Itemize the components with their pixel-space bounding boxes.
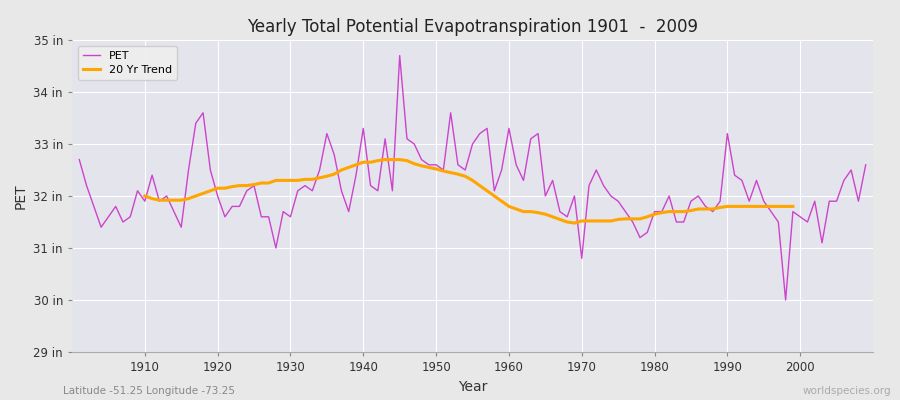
PET — [292, 188, 303, 193]
PET — [132, 188, 143, 193]
Text: Latitude -51.25 Longitude -73.25: Latitude -51.25 Longitude -73.25 — [63, 386, 235, 396]
20 Yr Trend — [336, 168, 346, 172]
20 Yr Trend — [140, 194, 150, 198]
20 Yr Trend — [707, 206, 718, 211]
Legend: PET, 20 Yr Trend: PET, 20 Yr Trend — [77, 46, 177, 80]
20 Yr Trend — [569, 221, 580, 226]
PET — [598, 183, 609, 188]
Line: PET: PET — [79, 56, 866, 300]
Text: worldspecies.org: worldspecies.org — [803, 386, 891, 396]
20 Yr Trend — [693, 206, 704, 211]
PET — [780, 298, 791, 302]
PET — [336, 188, 346, 193]
PET — [503, 126, 514, 131]
PET — [394, 53, 405, 58]
PET — [860, 162, 871, 167]
PET — [511, 162, 522, 167]
PET — [74, 157, 85, 162]
X-axis label: Year: Year — [458, 380, 487, 394]
Y-axis label: PET: PET — [14, 183, 28, 209]
Line: 20 Yr Trend: 20 Yr Trend — [145, 160, 793, 223]
20 Yr Trend — [227, 184, 238, 189]
20 Yr Trend — [788, 204, 798, 209]
20 Yr Trend — [380, 157, 391, 162]
20 Yr Trend — [606, 218, 616, 223]
20 Yr Trend — [773, 204, 784, 209]
Title: Yearly Total Potential Evapotranspiration 1901  -  2009: Yearly Total Potential Evapotranspiratio… — [247, 18, 698, 36]
